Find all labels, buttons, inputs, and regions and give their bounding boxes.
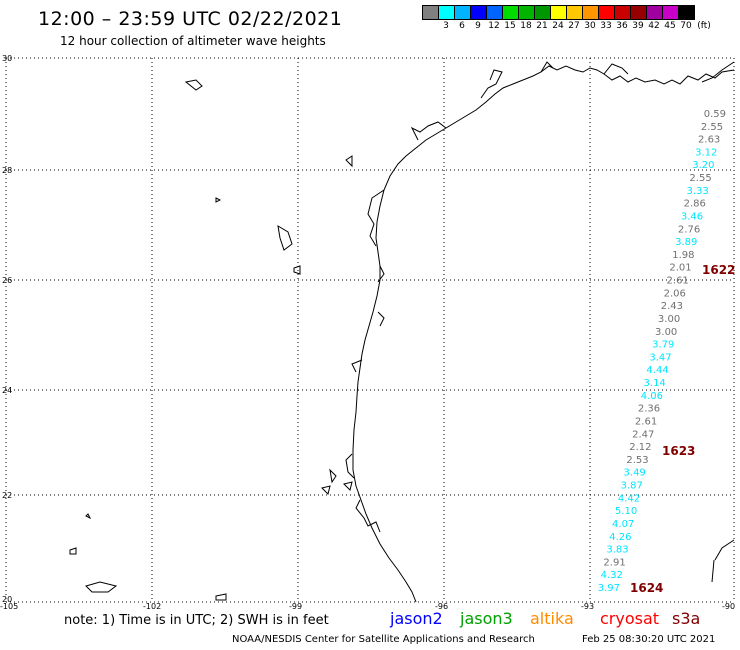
legend-label: 70 [680, 21, 692, 31]
credit-line: NOAA/NESDIS Center for Satellite Applica… [232, 634, 535, 645]
wave-height-label: 2.01 [669, 263, 691, 274]
satellite-cryosat: cryosat [600, 609, 660, 628]
wave-height-label: 2.86 [684, 199, 706, 210]
lat-label-28: 28 [2, 166, 12, 175]
wave-heights: 0.59 2.55 2.633.12 3.20 2.55 3.33 2.86 3.462.76… [598, 109, 726, 594]
lat-labels: 30 28 26 24 22 20 [2, 54, 12, 604]
wave-height-label: 3.47 [649, 352, 671, 363]
wave-height-label: 5.10 [615, 506, 637, 517]
wave-height-label: 4.26 [609, 532, 631, 543]
legend-label: 33 [600, 21, 612, 31]
satellite-jason3: jason3 [460, 609, 513, 628]
wave-height-label: 2.63 [698, 135, 720, 146]
lat-label-20: 20 [2, 595, 12, 604]
lon-label-105: -105 [0, 602, 18, 611]
wave-height-label: 2.47 [632, 429, 654, 440]
legend-label: 30 [584, 21, 596, 31]
satellite-altika: altika [530, 609, 574, 628]
satellite-jason2: jason2 [390, 609, 443, 628]
wave-height-label: 2.43 [661, 301, 683, 312]
islands [69, 79, 353, 601]
wave-height-label: 2.55 [701, 122, 723, 133]
legend-label: 21 [536, 21, 548, 31]
wave-height-label: 3.79 [652, 340, 674, 351]
lon-label-93: -93 [581, 602, 594, 611]
pass-id-1624: 1624 [630, 581, 663, 595]
legend-label: 6 [459, 21, 465, 31]
wave-height-label: 3.97 [598, 583, 620, 594]
wave-height-label: 3.00 [655, 327, 677, 338]
legend-swatch [678, 5, 695, 20]
legend-unit: (ft) [697, 21, 711, 31]
coastline [345, 61, 735, 603]
wave-height-label: 2.06 [664, 288, 686, 299]
wave-height-label: 4.06 [641, 391, 663, 402]
legend-label: 24 [552, 21, 564, 31]
wave-height-label: 1.98 [672, 250, 694, 261]
wave-height-label: 4.44 [646, 365, 668, 376]
wave-height-label: 2.36 [638, 404, 660, 415]
legend-label: 3 [443, 21, 449, 31]
footer-note: note: 1) Time is in UTC; 2) SWH is in fe… [64, 613, 329, 628]
wave-height-label: 4.07 [612, 519, 634, 530]
wave-height-label: 0.59 [704, 109, 726, 120]
wave-height-label: 3.87 [621, 481, 643, 492]
legend-label: 45 [664, 21, 676, 31]
wave-height-label: 3.46 [681, 212, 703, 223]
lon-label-96: -96 [435, 602, 448, 611]
wave-height-label: 3.14 [644, 378, 666, 389]
wave-height-label: 3.12 [695, 147, 717, 158]
legend-label: 12 [488, 21, 500, 31]
legend-label: 18 [520, 21, 532, 31]
wave-height-label: 2.53 [626, 455, 648, 466]
legend-label: 27 [568, 21, 580, 31]
wave-height-label: 2.91 [603, 557, 625, 568]
wave-height-label: 2.61 [667, 276, 689, 287]
lat-label-24: 24 [2, 386, 12, 395]
pass-ids: 1622 1623 1624 [630, 263, 735, 595]
map-title: 12:00 – 23:59 UTC 02/22/2021 [38, 8, 343, 30]
wave-height-label: 3.20 [692, 160, 714, 171]
lon-label-102: -102 [143, 602, 161, 611]
legend-label: 36 [616, 21, 628, 31]
wave-height-label: 2.55 [689, 173, 711, 184]
lat-label-22: 22 [2, 491, 12, 500]
legend-labels: 3 6 9 12 15 18 21 24 27 30 33 36 39 42 45 70 (ft) [422, 21, 714, 31]
legend-label: 15 [504, 21, 516, 31]
map-subtitle: 12 hour collection of altimeter wave hei… [60, 34, 326, 48]
color-legend: 3 6 9 12 15 18 21 24 27 30 33 36 39 42 45 70 (ft) [422, 5, 714, 31]
wave-height-label: 4.42 [618, 493, 640, 504]
satellite-s3a: s3a [672, 609, 701, 628]
legend-label: 9 [475, 21, 481, 31]
generated-timestamp: Feb 25 08:30:20 UTC 2021 [582, 634, 716, 645]
legend-swatches [422, 5, 714, 20]
legend-label: 42 [648, 21, 660, 31]
wave-height-label: 2.12 [629, 442, 651, 453]
wave-height-label: 2.76 [678, 224, 700, 235]
lon-label-90: -90 [722, 602, 735, 611]
lat-label-30: 30 [2, 54, 12, 63]
lon-labels: -105 -102 -99 -96 -93 -90 [0, 602, 735, 611]
wave-height-label: 3.83 [606, 545, 628, 556]
lat-label-26: 26 [2, 276, 12, 285]
graticule [6, 58, 734, 602]
wave-height-label: 4.32 [601, 570, 623, 581]
lon-label-99: -99 [289, 602, 302, 611]
pass-id-1622: 1622 [702, 263, 735, 277]
wave-height-label: 3.00 [658, 314, 680, 325]
wave-height-label: 3.33 [687, 186, 709, 197]
pass-id-1623: 1623 [662, 444, 695, 458]
wave-height-label: 3.89 [675, 237, 697, 248]
map-frame [5, 57, 735, 603]
wave-height-label: 3.49 [624, 468, 646, 479]
wave-height-label: 2.61 [635, 417, 657, 428]
legend-label: 39 [632, 21, 644, 31]
